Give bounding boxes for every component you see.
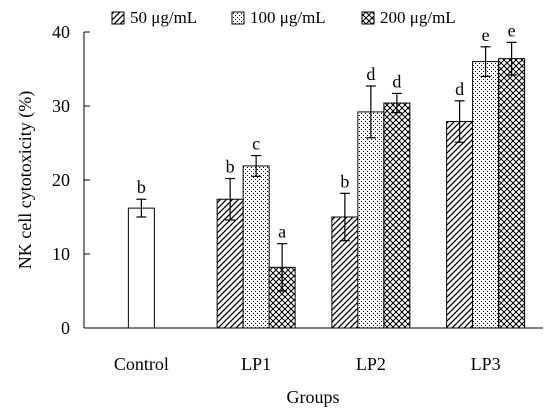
x-tick-label: LP1 [241, 354, 271, 374]
bar [127, 207, 155, 329]
bar [357, 111, 385, 329]
significance-letter: d [366, 64, 375, 84]
legend-swatch-50 [111, 11, 125, 25]
x-tick-label: LP2 [356, 354, 386, 374]
significance-letter: a [278, 222, 286, 242]
bar [472, 61, 500, 329]
y-tick-label: 20 [52, 170, 70, 190]
bar [242, 165, 270, 329]
bar [446, 121, 474, 329]
y-axis-title: NK cell cytotoxicity (%) [15, 91, 36, 269]
x-tick-labels: Control LP1 LP2 LP3 [114, 354, 501, 374]
significance-letter: e [508, 20, 516, 40]
y-tick-label: 40 [52, 22, 70, 42]
significance-letter: b [137, 177, 146, 197]
legend-swatch-200 [361, 11, 375, 25]
y-tick-label: 10 [52, 244, 70, 264]
bar [383, 102, 411, 329]
y-tick-label: 0 [61, 318, 70, 338]
x-axis-title: Groups [287, 387, 340, 407]
y-tick-label: 30 [52, 96, 70, 116]
legend: 50 μg/mL 100 μg/mL 200 μg/mL [111, 8, 456, 27]
bar [216, 198, 244, 329]
significance-letter: d [392, 71, 401, 91]
legend-label-100: 100 μg/mL [250, 8, 326, 27]
legend-swatch-100 [231, 11, 245, 25]
legend-label-200: 200 μg/mL [380, 8, 456, 27]
bar [498, 58, 526, 329]
significance-letter: d [455, 79, 464, 99]
x-tick-label: Control [114, 354, 169, 374]
significance-letter: c [252, 134, 260, 154]
x-tick-label: LP3 [471, 354, 501, 374]
significance-letter: b [226, 157, 235, 177]
significance-letter: e [482, 25, 490, 45]
y-tick-labels: 0 10 20 30 40 [52, 22, 90, 338]
significance-letter: b [340, 171, 349, 191]
legend-label-50: 50 μg/mL [130, 8, 197, 27]
